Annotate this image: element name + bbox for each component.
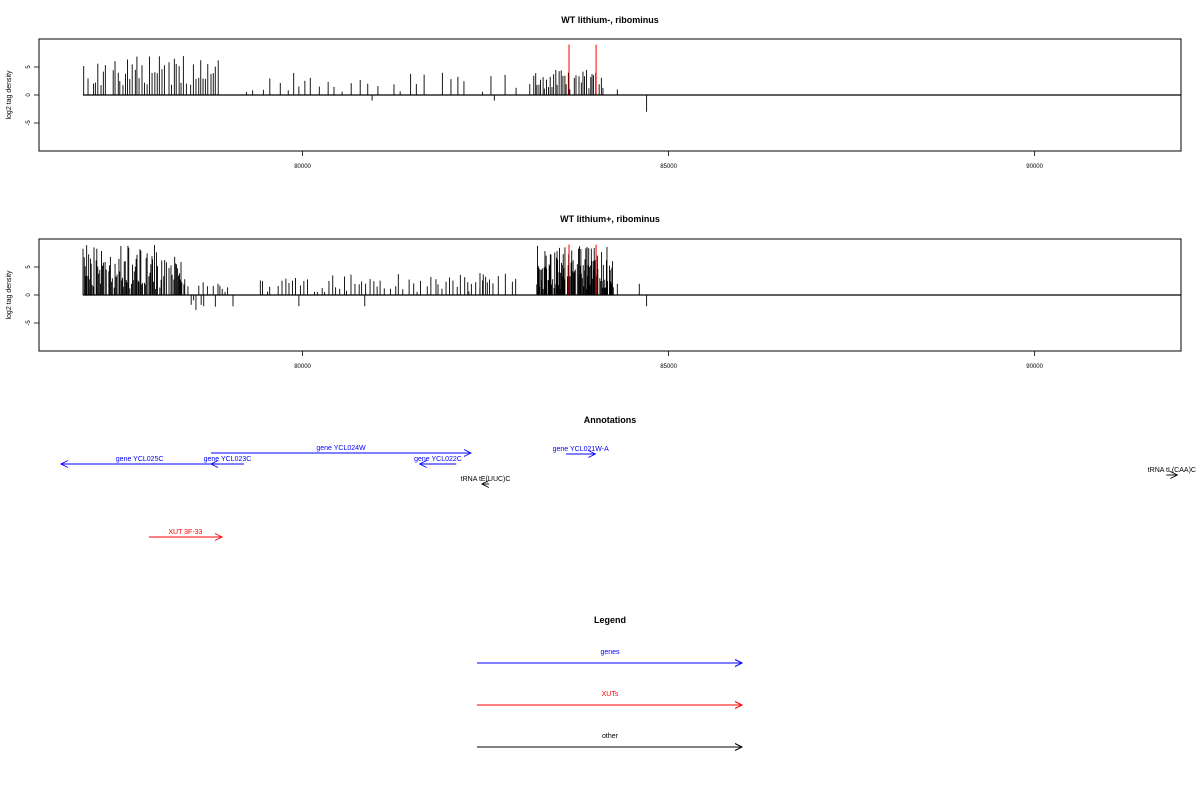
bar-layer xyxy=(83,56,648,112)
annotation-feature: XUT 3F-33 xyxy=(148,529,224,541)
y-axis: -5 0 5 xyxy=(26,265,39,326)
arrow-head-icon xyxy=(418,460,427,468)
feature-label: gene YCL022C xyxy=(414,456,462,463)
y-axis-label: log2 tag density xyxy=(6,70,13,120)
legend-entries: genes XUTs other xyxy=(477,649,744,751)
track-panel-lithium-plus: WT lithium+, ribominus 80000 85000 90000 -… xyxy=(6,214,1182,370)
legend-entry: genes xyxy=(477,649,744,667)
arrow-head-icon xyxy=(214,533,224,541)
feature-label: gene YCL023C xyxy=(204,456,252,463)
annotation-feature: gene YCL024W xyxy=(211,445,472,457)
feature-label: gene YCL021W-A xyxy=(553,446,609,453)
legend-entry: other xyxy=(477,733,744,751)
marker-layer xyxy=(568,44,597,95)
bar-layer xyxy=(82,245,648,310)
x-tick-label: 90000 xyxy=(1026,164,1043,170)
x-tick-label: 80000 xyxy=(294,364,311,370)
y-axis: -5 0 5 xyxy=(26,65,39,126)
y-tick-label: -5 xyxy=(26,120,32,126)
y-tick-label: -5 xyxy=(26,320,32,326)
y-tick-label: 0 xyxy=(26,93,32,97)
annotation-items: gene YCL025C gene YCL023C gene YCL024W gene… xyxy=(59,445,1196,541)
legend-label: genes xyxy=(600,649,620,656)
x-axis: 80000 85000 90000 xyxy=(294,351,1044,370)
marker-layer xyxy=(568,244,597,295)
arrow-head-icon xyxy=(210,460,219,468)
track-panel-lithium-minus: WT lithium-, ribominus 80000 85000 90000 -… xyxy=(6,15,1182,170)
feature-label: gene YCL025C xyxy=(116,456,164,463)
panel-title: WT lithium-, ribominus xyxy=(561,15,659,25)
arrow-head-icon xyxy=(588,450,597,458)
annotation-feature: gene YCL022C xyxy=(414,456,462,468)
feature-label: tRNA tL(CAA)C xyxy=(1148,467,1196,474)
arrow-head-icon xyxy=(480,480,490,488)
annotation-feature: gene YCL021W-A xyxy=(553,446,609,458)
feature-label: XUT 3F-33 xyxy=(168,529,202,536)
x-tick-label: 85000 xyxy=(660,164,677,170)
arrow-head-icon xyxy=(463,449,472,457)
x-axis: 80000 85000 90000 xyxy=(294,151,1044,170)
feature-label: tRNA tE(UUC)C xyxy=(461,476,511,483)
legend-entry: XUTs xyxy=(477,691,744,709)
y-tick-label: 5 xyxy=(26,65,32,69)
arrow-head-icon xyxy=(734,701,744,709)
panel-title: WT lithium+, ribominus xyxy=(560,214,660,224)
arrow-head-icon xyxy=(59,460,69,468)
annotation-feature: gene YCL023C xyxy=(204,456,252,468)
legend-label: XUTs xyxy=(602,691,619,698)
legend-title: Legend xyxy=(594,615,626,625)
feature-label: gene YCL024W xyxy=(316,445,366,452)
annotation-feature: tRNA tL(CAA)C xyxy=(1148,467,1196,479)
legend: Legend genes XUTs other xyxy=(477,615,744,751)
annotation-feature: tRNA tE(UUC)C xyxy=(461,476,511,488)
y-tick-label: 5 xyxy=(26,265,32,269)
y-tick-label: 0 xyxy=(26,293,32,297)
annotation-track: Annotations gene YCL025C gene YCL023Cgene… xyxy=(59,415,1196,541)
y-axis-label: log2 tag density xyxy=(6,270,13,320)
x-tick-label: 85000 xyxy=(660,364,677,370)
x-tick-label: 80000 xyxy=(294,164,311,170)
arrow-head-icon xyxy=(1170,471,1179,479)
x-tick-label: 90000 xyxy=(1026,364,1043,370)
arrow-head-icon xyxy=(734,659,744,667)
arrow-head-icon xyxy=(734,743,744,751)
legend-label: other xyxy=(602,733,619,740)
annotations-title: Annotations xyxy=(584,415,637,425)
annotation-feature: gene YCL025C xyxy=(59,456,219,468)
